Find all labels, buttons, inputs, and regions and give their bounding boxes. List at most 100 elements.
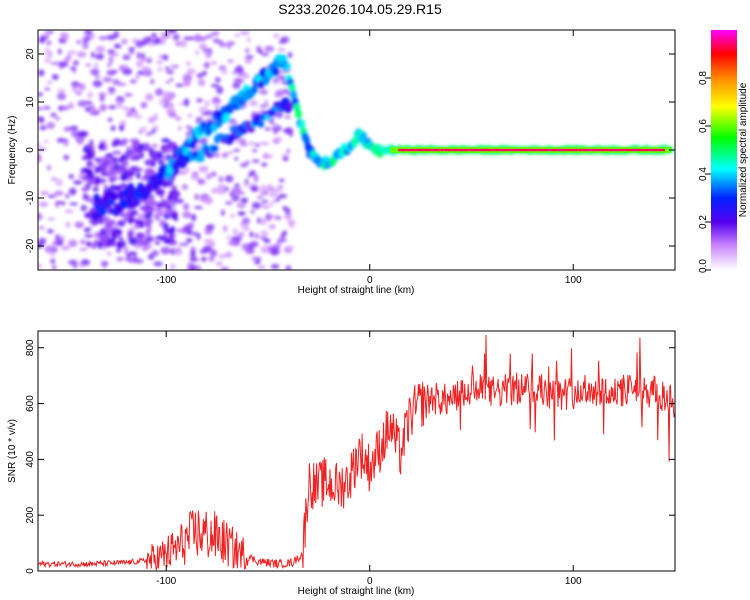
heatmap-cell xyxy=(254,142,261,148)
heatmap-cell xyxy=(418,149,421,151)
heatmap-cell xyxy=(200,111,209,116)
heatmap-cell xyxy=(223,112,231,122)
heatmap-cell xyxy=(398,149,401,151)
heatmap-cell xyxy=(80,259,91,266)
heatmap-cell xyxy=(284,212,292,220)
heatmap-cell xyxy=(282,230,287,237)
x-tick-label: -100 xyxy=(156,275,176,286)
heatmap-cell xyxy=(169,77,174,82)
heatmap-cell xyxy=(162,91,172,99)
x-tick-label: -100 xyxy=(156,576,176,587)
heatmap-cell xyxy=(226,235,232,240)
heatmap-cell xyxy=(182,211,192,219)
heatmap-cell xyxy=(247,173,253,177)
heatmap-cell xyxy=(198,165,209,173)
heatmap-cell xyxy=(82,174,88,181)
heatmap-cell xyxy=(118,236,124,242)
heatmap-cell xyxy=(81,40,89,44)
heatmap-cell xyxy=(154,240,161,246)
heatmap-cell xyxy=(585,149,588,151)
heatmap-cell xyxy=(50,258,56,265)
heatmap-cell xyxy=(151,250,160,257)
heatmap-cell xyxy=(268,224,276,230)
heatmap-cell xyxy=(68,259,78,266)
heatmap-cell xyxy=(426,149,429,151)
heatmap-cell xyxy=(268,192,278,198)
heatmap-cell xyxy=(120,65,127,70)
heatmap-cell xyxy=(218,175,224,183)
heatmap-cell xyxy=(100,260,109,267)
heatmap-cell xyxy=(504,149,507,151)
heatmap-cell xyxy=(108,175,115,183)
heatmap-cell xyxy=(63,141,69,147)
heatmap-cell xyxy=(177,170,188,176)
heatmap-cell xyxy=(38,226,45,230)
y-tick-label: -10 xyxy=(25,190,36,205)
heatmap-cell xyxy=(451,149,454,151)
heatmap-cell xyxy=(65,193,70,199)
heatmap-cell xyxy=(499,149,502,151)
heatmap-cell xyxy=(115,248,122,253)
heatmap-cell xyxy=(57,48,62,55)
heatmap-cell xyxy=(224,251,233,258)
heatmap-cell xyxy=(210,31,220,36)
heatmap-cell xyxy=(194,193,199,201)
heatmap-cell xyxy=(213,96,220,103)
x-tick-label: 100 xyxy=(565,275,582,286)
heatmap-cell xyxy=(195,155,205,163)
heatmap-cell xyxy=(239,141,249,147)
heatmap-cell xyxy=(115,100,123,109)
heatmap-cell xyxy=(165,69,175,75)
heatmap-cell xyxy=(240,197,249,204)
snr-line xyxy=(38,334,675,571)
heatmap-cell xyxy=(38,237,47,245)
heatmap-cell xyxy=(157,159,165,165)
heatmap-cell xyxy=(206,223,215,230)
heatmap-cell xyxy=(134,40,145,48)
heatmap-cell xyxy=(224,175,234,183)
heatmap-cell xyxy=(270,263,280,270)
heatmap-cell xyxy=(622,149,625,151)
heatmap-cell xyxy=(144,236,154,242)
heatmap-cell xyxy=(244,160,251,165)
heatmap-cell xyxy=(133,148,142,154)
heatmap-cell xyxy=(124,248,129,255)
heatmap-cell xyxy=(142,36,152,45)
heatmap-cell xyxy=(189,256,198,263)
heatmap-cell xyxy=(414,149,417,151)
heatmap-cell xyxy=(273,128,278,135)
heatmap-cell xyxy=(257,120,265,128)
heatmap-cell xyxy=(72,85,78,93)
heatmap-cell xyxy=(169,263,176,270)
heatmap-cell xyxy=(512,149,515,151)
heatmap-cell xyxy=(216,184,225,191)
heatmap-cell xyxy=(186,68,196,75)
heatmap-cell xyxy=(650,149,653,151)
heatmap-cell xyxy=(259,184,268,190)
heatmap-cell xyxy=(87,178,97,185)
heatmap-cell xyxy=(130,107,136,112)
y-tick-label: 600 xyxy=(25,395,36,412)
heatmap-cell xyxy=(94,75,102,79)
heatmap-cell xyxy=(268,215,278,219)
heatmap-cell xyxy=(145,93,154,101)
heatmap-cell xyxy=(50,112,57,118)
heatmap-cell xyxy=(71,129,80,138)
heatmap-cell xyxy=(165,208,174,216)
heatmap-cell xyxy=(200,256,207,262)
heatmap-cell xyxy=(55,200,65,205)
heatmap-cell xyxy=(167,30,177,34)
heatmap-cell xyxy=(56,238,64,247)
heatmap-cell xyxy=(642,149,645,151)
heatmap-cell xyxy=(630,149,633,151)
heatmap-cell xyxy=(228,240,236,246)
heatmap-cell xyxy=(77,130,87,138)
heatmap-cell xyxy=(243,182,251,187)
heatmap-cell xyxy=(274,136,282,142)
heatmap-cell xyxy=(94,62,99,70)
heatmap-cell xyxy=(103,184,109,189)
heatmap-cell xyxy=(508,149,511,151)
y-tick-label: 20 xyxy=(25,48,36,60)
heatmap-cell xyxy=(166,195,174,201)
heatmap-cell xyxy=(222,68,227,76)
